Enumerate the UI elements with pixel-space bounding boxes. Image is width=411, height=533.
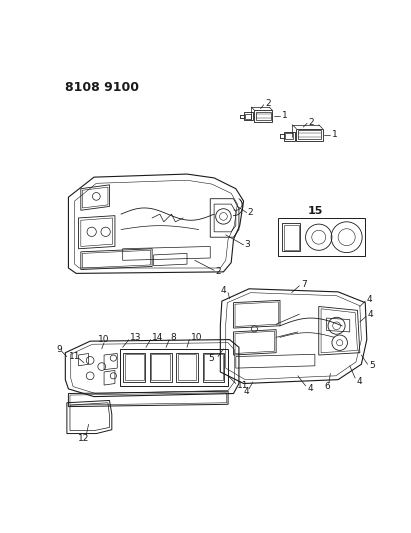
Text: 1: 1 (282, 111, 287, 120)
Text: 11: 11 (238, 381, 249, 390)
Text: 10: 10 (98, 335, 110, 344)
Text: 6: 6 (324, 382, 330, 391)
Text: 5: 5 (369, 361, 375, 370)
Text: 5: 5 (208, 353, 214, 362)
Text: 2: 2 (215, 268, 221, 276)
Text: 4: 4 (244, 387, 249, 395)
Text: 2: 2 (309, 118, 314, 127)
Text: 12: 12 (78, 434, 90, 443)
Text: 4: 4 (221, 286, 226, 295)
Text: 9: 9 (56, 345, 62, 354)
Text: 2: 2 (247, 208, 253, 217)
Text: 4: 4 (307, 384, 313, 393)
Text: 4: 4 (367, 295, 372, 304)
Text: 14: 14 (152, 333, 164, 342)
Text: 8108 9100: 8108 9100 (65, 81, 139, 94)
Text: 8: 8 (171, 333, 176, 342)
Text: 2: 2 (265, 100, 271, 109)
Text: 11: 11 (69, 352, 81, 361)
Text: 10: 10 (191, 333, 202, 342)
Text: 3: 3 (245, 240, 250, 249)
Text: 13: 13 (130, 333, 142, 342)
Text: 4: 4 (357, 377, 363, 386)
Text: 1: 1 (332, 130, 338, 139)
Text: 4: 4 (367, 311, 373, 319)
Text: 7: 7 (302, 280, 307, 289)
Text: 15: 15 (308, 206, 323, 216)
